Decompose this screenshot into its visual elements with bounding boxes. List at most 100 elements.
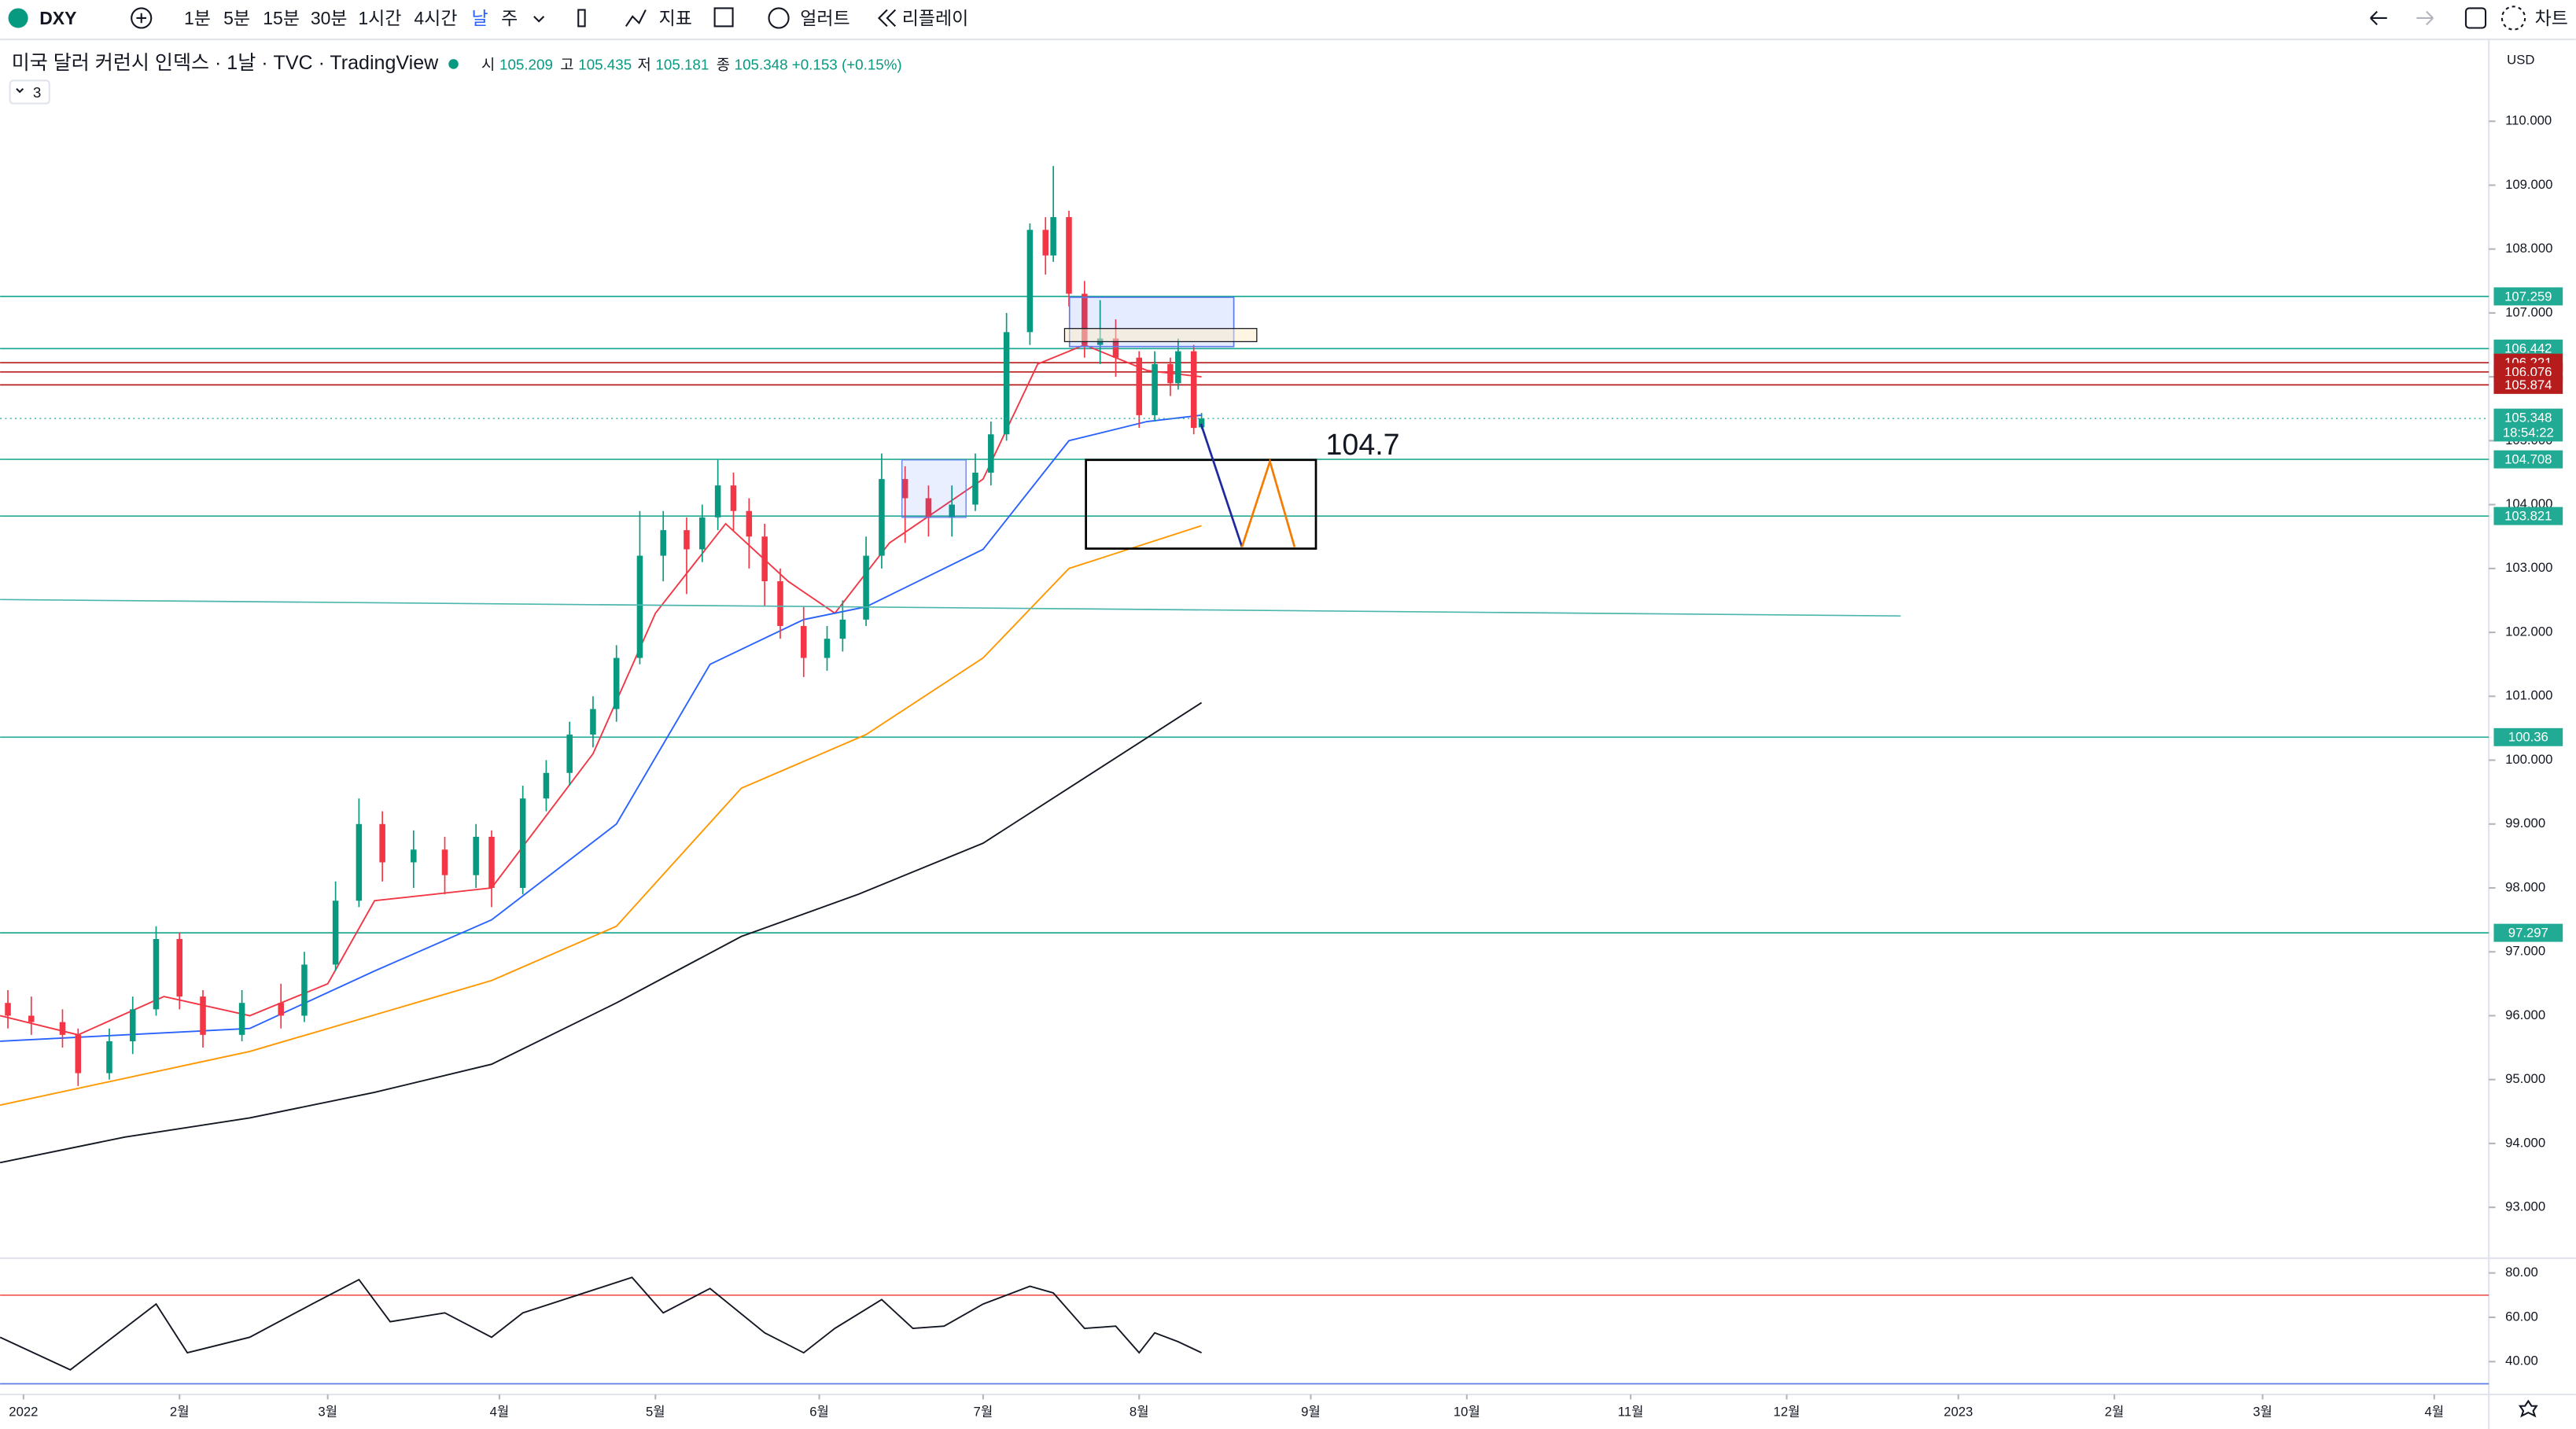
candle-body (356, 823, 363, 901)
zone-box[interactable] (901, 459, 967, 518)
undo-button[interactable] (2370, 10, 2387, 26)
layout-button[interactable] (713, 7, 734, 28)
toolbar: DXY 지표 얼러트 리플레이 차트 1분 5분 15분 30분 1시간 4시간 날 주 (0, 6, 2576, 41)
countdown: 18:54:22 (2503, 425, 2554, 440)
drawings: 104.7 (0, 296, 1901, 617)
rsi-tick-label: 40.00 (2505, 1353, 2538, 1368)
candle-body (1167, 363, 1174, 384)
interval-dropdown[interactable] (533, 16, 545, 23)
price-badge (2493, 923, 2563, 942)
y-tick-label: 96.000 (2505, 1007, 2545, 1022)
moving-average (0, 525, 1202, 1107)
x-tick-label: 9월 (1301, 1405, 1321, 1420)
price-badge (2493, 287, 2563, 306)
interval-button[interactable]: 15분 (263, 8, 300, 28)
candle-body (379, 823, 385, 863)
candle-body (839, 619, 846, 639)
interval-button[interactable]: 주 (501, 8, 518, 28)
candle-body (1198, 418, 1205, 428)
price-badge (2493, 450, 2563, 469)
current-price-label: 105.348 (2504, 411, 2552, 425)
candle-body (278, 1003, 284, 1016)
y-tick-label: 100.000 (2505, 752, 2552, 767)
x-tick-label: 3월 (318, 1405, 337, 1420)
chart-menu[interactable]: 차트 (2535, 8, 2568, 28)
interval-button[interactable]: 5분 (223, 8, 250, 28)
settings-button[interactable] (2518, 1399, 2538, 1418)
rsi-pane (0, 1276, 2489, 1385)
candle-body (5, 1003, 11, 1016)
interval-button[interactable]: 4시간 (414, 8, 457, 28)
redo-button[interactable] (2416, 10, 2434, 26)
indicator-count: 3 (33, 84, 41, 101)
symbol[interactable]: DXY (39, 8, 76, 28)
interval-button[interactable]: 1시간 (358, 8, 401, 28)
projection-zigzag[interactable] (1240, 458, 1296, 547)
interval-button[interactable]: 1분 (184, 8, 211, 28)
candle-body (1082, 293, 1088, 345)
y-tick-label: 99.000 (2505, 816, 2545, 831)
interval-button[interactable]: 날 (472, 8, 488, 28)
interval-button[interactable]: 30분 (311, 8, 348, 28)
moving-average (0, 414, 1202, 1042)
candle-body (972, 472, 978, 505)
candle-body (129, 1009, 136, 1041)
alert-button[interactable]: 얼러트 (800, 8, 849, 28)
candle-body (301, 964, 308, 1016)
candle-body (988, 434, 994, 473)
x-tick-label: 3월 (2253, 1405, 2272, 1420)
candle-body (824, 639, 831, 658)
rsi-line (0, 1276, 1203, 1371)
candle-body (1136, 357, 1143, 415)
low-value: 105.181 (655, 57, 709, 73)
price-badge-label: 106.076 (2504, 364, 2552, 379)
save-icon[interactable] (2500, 6, 2526, 31)
candle-body (1112, 338, 1119, 358)
y-tick-label: 108.000 (2505, 241, 2552, 256)
trend-line[interactable] (0, 598, 1901, 617)
legend: 미국 달러 커런시 인덱스 · 1날 · TVC · TradingView 시… (9, 52, 2534, 105)
x-tick-label: 2022 (9, 1405, 38, 1420)
candle-body (441, 849, 448, 875)
price-badge (2493, 727, 2563, 746)
candle-body (590, 709, 596, 735)
market-status (448, 59, 459, 69)
candle-body (176, 938, 183, 997)
candle-body (411, 849, 417, 863)
currency[interactable]: USD (2507, 53, 2534, 68)
rsi-tick-label: 60.00 (2505, 1309, 2538, 1324)
open-value: 105.209 (499, 57, 553, 73)
target-box[interactable] (1085, 459, 1317, 550)
fullscreen-button[interactable] (2464, 7, 2487, 29)
chart-type-button[interactable] (577, 9, 586, 28)
replay-button[interactable]: 리플레이 (902, 8, 969, 28)
moving-average (0, 344, 1202, 1036)
x-tick-label: 4월 (490, 1405, 510, 1420)
price-badge (2493, 375, 2563, 394)
high-label: 고 (560, 57, 573, 73)
candle-body (746, 510, 753, 537)
price-badge-label: 105.874 (2504, 378, 2552, 392)
indicators-toggle[interactable] (9, 79, 50, 105)
chevron (16, 88, 24, 94)
price-badge-label: 97.297 (2508, 926, 2548, 941)
indicators-button[interactable]: 지표 (659, 8, 692, 28)
x-tick-label: 11월 (1618, 1405, 1644, 1420)
annotation[interactable]: 104.7 (1326, 428, 1400, 461)
zone-box[interactable] (1063, 328, 1258, 343)
compare-button[interactable] (131, 7, 153, 29)
candle-body (106, 1040, 112, 1074)
y-tick-label: 94.000 (2505, 1135, 2545, 1150)
candle-body (777, 581, 783, 626)
x-tick-label: 12월 (1774, 1405, 1800, 1420)
y-tick-label: 95.000 (2505, 1071, 2545, 1086)
replay-icon (877, 9, 897, 28)
projection-line[interactable] (1200, 423, 1244, 547)
candle-body (1175, 351, 1181, 384)
candle-body (949, 504, 955, 517)
main-pane (0, 166, 2489, 1164)
candle-body (660, 530, 666, 556)
candle-body (238, 1003, 245, 1035)
change-value: +0.153 (+0.15%) (792, 57, 902, 73)
